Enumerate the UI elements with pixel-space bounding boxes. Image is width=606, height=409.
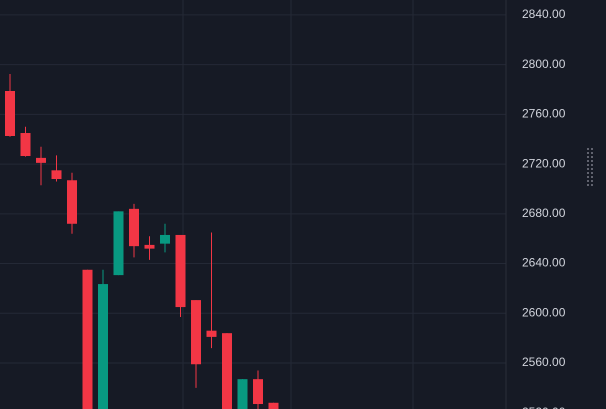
candle-body <box>51 170 62 180</box>
y-tick-label: 2720.00 <box>522 156 566 170</box>
candle-body <box>206 330 217 337</box>
y-tick-label: 2800.00 <box>522 57 566 71</box>
y-tick-label: 2600.00 <box>522 305 566 319</box>
candle-body <box>253 379 263 405</box>
candle-body <box>20 133 31 157</box>
candle-body <box>67 180 77 224</box>
candles <box>5 73 279 409</box>
y-tick-label: 2840.00 <box>522 7 566 21</box>
candle-body <box>113 211 124 276</box>
y-tick-label: 2760.00 <box>522 107 566 121</box>
candle-body <box>237 379 248 409</box>
grid <box>0 0 506 409</box>
candle-body <box>98 284 108 409</box>
candle-body <box>129 208 139 247</box>
candle-body <box>268 402 279 409</box>
price-axis: 2520.00 2560.00 2600.00 2640.00 2680.00 2720.… <box>522 7 566 409</box>
candle-body <box>144 244 155 249</box>
y-tick-label: 2560.00 <box>522 355 566 369</box>
y-tick-label: 2680.00 <box>522 206 566 220</box>
candle-body <box>222 333 232 409</box>
candle-body <box>5 90 15 137</box>
y-tick-label: 2520.00 <box>522 405 566 409</box>
candle-body <box>36 157 46 163</box>
candle-body <box>82 269 93 409</box>
candle-body <box>175 234 186 308</box>
y-tick-label: 2640.00 <box>522 256 566 270</box>
candle-body <box>191 300 201 365</box>
candle-body <box>160 234 170 244</box>
